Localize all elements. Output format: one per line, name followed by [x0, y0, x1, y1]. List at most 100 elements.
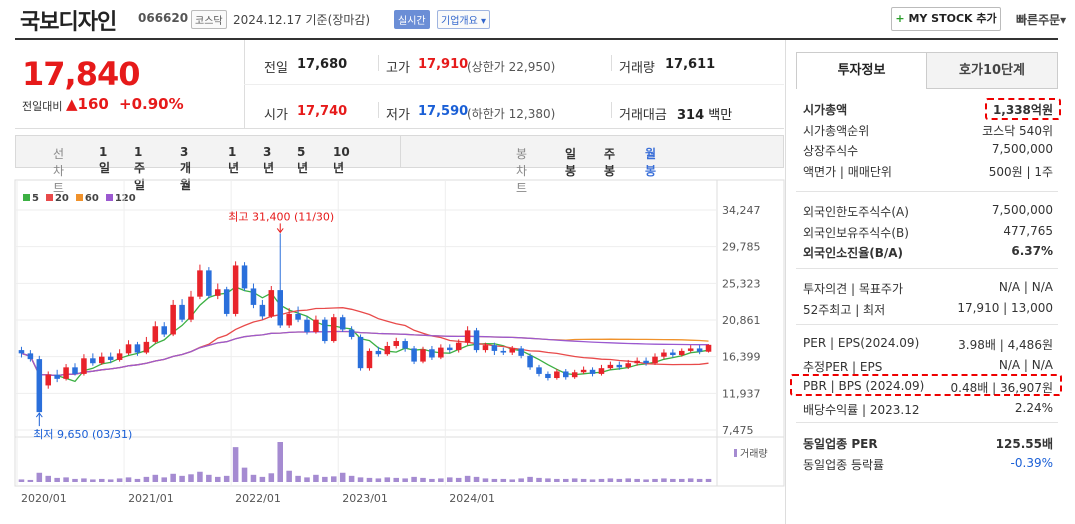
candle-tab-2[interactable]: 월봉 [645, 147, 657, 178]
info-value: N/A | N/A [998, 357, 1053, 372]
volume-bar [188, 474, 194, 482]
volume-label: 거래량 [619, 61, 655, 76]
candle-body [45, 374, 51, 386]
candle-body [63, 367, 69, 379]
volume-bar [366, 477, 373, 482]
candle-body [250, 288, 257, 305]
info-value: 500원 | 1주 [988, 164, 1053, 179]
volume-bar [670, 478, 676, 482]
legend-label: 5 [32, 193, 39, 204]
tab-invest-info[interactable]: 투자정보 [796, 52, 927, 89]
volume-bar [447, 477, 453, 482]
candle-body [509, 348, 515, 353]
volume-bar [339, 472, 346, 482]
info-label: 동일업종 PER [803, 437, 878, 451]
candle-chart-label: 봉차트 [516, 147, 528, 195]
info-label: 시가총액 [803, 103, 848, 117]
volume-bar [331, 476, 337, 482]
price-chart: 34,247 29,785 25,323 20,861 16,399 11,937 7,47… [14, 179, 785, 505]
high-label: 고가 [386, 61, 410, 76]
candle-tab-1[interactable]: 주봉 [604, 147, 616, 178]
candle-body [393, 341, 399, 346]
info-value: 7,500,000 [991, 203, 1053, 217]
add-my-stock-button[interactable]: + MY STOCK 추가 [891, 7, 1001, 31]
line-tab-2[interactable]: 3개월 [180, 145, 192, 192]
candle-body [241, 265, 248, 289]
volume-bar [170, 473, 176, 482]
tab-order-book[interactable]: 호가10단계 [926, 52, 1058, 89]
high-value: 17,910 [418, 57, 469, 72]
amount-unit: 백만 [708, 108, 733, 123]
highlight-market-cap [985, 98, 1061, 120]
company-name: 국보디자인 [20, 10, 117, 35]
candle-body [455, 342, 462, 351]
candle-body [679, 350, 685, 356]
legend-swatch [45, 194, 53, 201]
volume-bar [411, 476, 417, 482]
volume-bar [322, 476, 328, 482]
candle-body [563, 371, 569, 378]
volume-bar [563, 478, 569, 482]
line-tab-6[interactable]: 10년 [333, 145, 350, 175]
live-button[interactable]: 실시간 [394, 10, 430, 29]
x-tick-label: 2020/01 [21, 492, 67, 505]
quote-date: 2024.12.17 기준(장마감) [233, 13, 371, 27]
volume-bar [107, 479, 114, 482]
volume-bar [215, 476, 221, 482]
info-value: 코스닥 540위 [982, 123, 1053, 138]
volume-bar [384, 477, 391, 482]
chart-tab-bar [15, 135, 784, 168]
volume-bar [250, 474, 257, 482]
info-value: 17,910 | 13,000 [957, 300, 1053, 315]
candle-body [491, 345, 498, 351]
volume-bar [18, 479, 25, 482]
volume-label: 거래량 [740, 448, 768, 460]
amount-number: 314 [677, 108, 705, 123]
volume-bar [589, 479, 596, 482]
legend-swatch [75, 194, 83, 201]
line-tab-0[interactable]: 1일 [99, 145, 111, 175]
volume-bar [72, 478, 78, 482]
open-value: 17,740 [297, 104, 348, 119]
y-tick-label: 25,323 [722, 277, 761, 290]
line-tab-5[interactable]: 5년 [297, 145, 309, 175]
line-tab-1[interactable]: 1주일 [134, 145, 146, 192]
info-value: N/A | N/A [998, 280, 1053, 294]
candle-body [384, 345, 391, 355]
y-tick-label: 34,247 [722, 204, 761, 217]
candle-body [447, 347, 453, 351]
volume-bar [357, 477, 364, 482]
info-label: 외국인소진율(B/A) [803, 246, 904, 260]
candle-body [652, 356, 658, 364]
candle-body [607, 364, 614, 369]
volume-bar [277, 442, 283, 482]
candle-body [464, 330, 471, 343]
candle-body [152, 326, 159, 342]
volume-bar [241, 467, 248, 482]
x-tick-label: 2022/01 [235, 492, 281, 505]
volume-bar [536, 477, 542, 482]
volume-bar [223, 475, 230, 482]
quick-order-button[interactable]: 빠른주문▾ [1016, 11, 1066, 28]
candle-tab-0[interactable]: 일봉 [565, 147, 577, 178]
line-tab-3[interactable]: 1년 [228, 145, 240, 175]
legend-swatch [23, 194, 30, 201]
header-divider [15, 38, 1058, 40]
candle-body [134, 344, 141, 353]
candle-body [125, 344, 132, 354]
candle-body [179, 304, 185, 320]
info-divider [796, 422, 1058, 423]
info-label: 액면가 | 매매단위 [803, 164, 892, 179]
stock-code: 066620 [138, 11, 189, 25]
candle-body [598, 368, 605, 374]
stat-sep [611, 102, 612, 118]
volume-bar [500, 478, 507, 482]
candle-body [438, 347, 444, 358]
candle-body [482, 345, 489, 351]
line-tab-4[interactable]: 3년 [263, 145, 275, 175]
company-overview-button[interactable]: 기업개요 ▾ [437, 10, 491, 29]
low-label: 저가 [386, 108, 410, 123]
candle-body [295, 313, 301, 320]
info-value: -0.39% [1010, 456, 1053, 470]
candle-body [536, 367, 542, 374]
